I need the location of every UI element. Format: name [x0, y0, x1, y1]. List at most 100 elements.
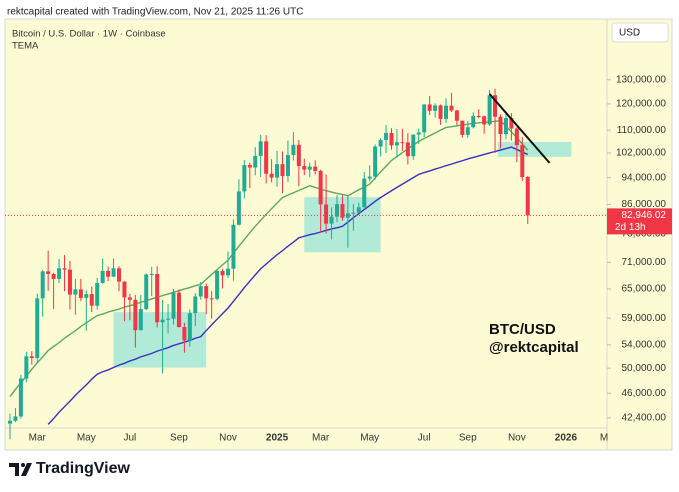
candle-body	[356, 207, 361, 213]
x-tick-label: Sep	[170, 433, 188, 444]
candle-body	[460, 120, 465, 135]
candle-body	[313, 166, 318, 171]
candle-body	[89, 294, 94, 306]
y-tick-label: 54,000.00	[622, 340, 667, 351]
candle-body	[493, 95, 498, 117]
currency[interactable]: USD	[619, 28, 640, 39]
candle-body	[73, 289, 78, 295]
candle-body	[378, 139, 383, 147]
x-tick-label: Sep	[459, 433, 477, 444]
indicator-name: TEMA	[12, 41, 39, 52]
candle-body	[149, 273, 154, 275]
y-tick-label: 42,400.00	[622, 413, 667, 424]
last-price-label: 82,946.02	[622, 210, 667, 221]
candle-body	[482, 116, 487, 125]
y-tick-label: 102,000.00	[616, 148, 666, 159]
candle-body	[95, 282, 100, 306]
candle-body	[416, 132, 421, 135]
candle-body	[509, 118, 514, 129]
candle-body	[242, 165, 247, 192]
candle-body	[187, 313, 192, 341]
candle-body	[29, 356, 34, 359]
candle-body	[133, 299, 138, 331]
candle-body	[51, 273, 56, 279]
currency-box[interactable]	[611, 22, 669, 43]
candle-body	[487, 95, 492, 125]
trendline	[488, 93, 551, 164]
y-tick-label: 71,000.00	[622, 257, 667, 268]
candle-body	[503, 118, 508, 135]
candle-body	[24, 356, 29, 379]
x-tick-label: Mar	[29, 433, 47, 444]
candle-body	[62, 268, 67, 270]
candle-body	[176, 292, 181, 327]
candle-body	[351, 212, 356, 214]
candle-body	[296, 144, 301, 166]
candle-body	[449, 105, 454, 111]
candle-body	[231, 224, 236, 269]
x-tick-label: May	[360, 433, 379, 444]
x-tick-label: Jul	[418, 433, 431, 444]
candle-body	[275, 164, 280, 178]
candle-body	[444, 105, 448, 119]
y-tick-label: 130,000.00	[616, 74, 666, 85]
x-tick-label: Jul	[124, 433, 137, 444]
candle-body	[204, 286, 209, 299]
watermark: BTC/USD	[489, 321, 556, 338]
x-tick-label: Mar	[312, 433, 330, 444]
y-tick-label: 46,000.00	[622, 388, 667, 399]
caption: rektcapital created with TradingView.com…	[7, 7, 303, 18]
candle-body	[514, 128, 519, 146]
candle-body	[335, 204, 339, 217]
brand-logo	[9, 463, 32, 476]
candle-body	[247, 165, 252, 168]
candle-body	[35, 298, 40, 359]
candle-body	[465, 127, 470, 135]
x-tick-label: Nov	[508, 433, 526, 444]
brand: TradingView	[36, 460, 131, 477]
candle-body	[226, 268, 230, 276]
candle-body	[438, 105, 443, 119]
y-tick-label: 110,000.00	[617, 125, 667, 136]
candle-body	[193, 296, 198, 314]
candle-body	[46, 271, 51, 274]
candle-body	[340, 204, 345, 218]
last-price-box	[607, 208, 672, 235]
candle-body	[411, 134, 416, 157]
countdown: 2d 13h	[615, 222, 646, 233]
zone	[497, 141, 572, 157]
candle-body	[520, 145, 525, 177]
candle-body	[57, 268, 62, 279]
candle-body	[373, 146, 378, 177]
candle-body	[324, 204, 329, 224]
y-tick-label: 50,000.00	[622, 363, 667, 374]
candle-body	[318, 170, 323, 205]
candle-body	[8, 420, 12, 424]
candle-body	[329, 216, 334, 224]
candle-body	[138, 309, 143, 331]
candle-body	[433, 105, 438, 111]
candle-body	[258, 141, 263, 156]
y-tick-label: 120,000.00	[616, 99, 666, 110]
y-tick-label: 86,000.00	[622, 199, 667, 210]
chart-title: Bitcoin / U.S. Dollar · 1W · Coinbase	[12, 29, 166, 40]
candle-body	[40, 271, 45, 299]
candle-body	[264, 141, 269, 174]
candle-body	[291, 144, 296, 156]
indicator-line	[47, 146, 529, 425]
candle-body	[362, 178, 367, 208]
candle-body	[122, 281, 127, 298]
x-tick-label: 2026	[555, 433, 578, 444]
x-tick-label: 2025	[266, 433, 289, 444]
candle-body	[525, 176, 530, 216]
candle-body	[471, 115, 476, 128]
candle-body	[422, 104, 427, 133]
x-tick-label: M	[600, 433, 608, 444]
candle-body	[160, 319, 165, 323]
candle-body	[307, 166, 312, 170]
candle-body	[302, 165, 307, 170]
candle-body	[127, 297, 132, 300]
candle-body	[285, 155, 290, 177]
candle-body	[215, 270, 220, 299]
